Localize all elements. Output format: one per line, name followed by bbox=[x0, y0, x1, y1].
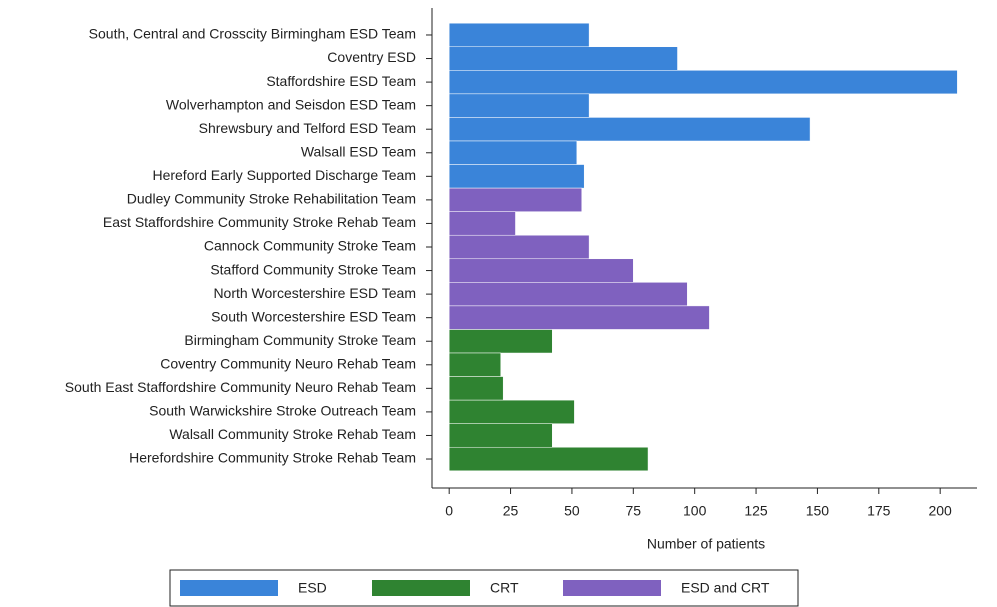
bar bbox=[448, 258, 634, 283]
y-tick-label: Cannock Community Stroke Team bbox=[204, 238, 416, 254]
y-tick-label: South Warwickshire Stroke Outreach Team bbox=[149, 403, 416, 419]
x-tick-label: 175 bbox=[867, 503, 891, 519]
x-tick-label: 150 bbox=[806, 503, 830, 519]
x-tick-label: 75 bbox=[626, 503, 642, 519]
legend-box bbox=[169, 569, 799, 607]
y-tick-label: East Staffordshire Community Stroke Reha… bbox=[103, 214, 416, 230]
y-tick-label: Wolverhampton and Seisdon ESD Team bbox=[166, 96, 416, 112]
x-axis-label: Number of patients bbox=[647, 536, 765, 552]
bar bbox=[448, 399, 575, 424]
y-tick-label: Walsall Community Stroke Rehab Team bbox=[169, 426, 416, 442]
x-tick-label: 0 bbox=[445, 503, 453, 519]
y-tick-label: South, Central and Crosscity Birmingham … bbox=[89, 26, 416, 42]
x-tick-label: 200 bbox=[928, 503, 952, 519]
x-tick-label: 25 bbox=[503, 503, 519, 519]
legend-label: CRT bbox=[490, 580, 519, 596]
bar bbox=[448, 352, 501, 377]
bar bbox=[448, 376, 504, 401]
y-tick-label: Walsall ESD Team bbox=[301, 143, 416, 159]
bar bbox=[448, 164, 585, 189]
bar bbox=[448, 22, 590, 48]
bar bbox=[448, 117, 811, 142]
y-tick-label: Shrewsbury and Telford ESD Team bbox=[199, 120, 416, 136]
legend-swatch bbox=[372, 580, 470, 596]
y-tick-label: Stafford Community Stroke Team bbox=[210, 261, 416, 277]
legend-label: ESD and CRT bbox=[681, 580, 770, 596]
y-tick-label: Hereford Early Supported Discharge Team bbox=[152, 167, 416, 183]
bar bbox=[448, 446, 649, 472]
bar bbox=[448, 329, 553, 354]
legend-label: ESD bbox=[298, 580, 327, 596]
y-tick-label: Coventry Community Neuro Rehab Team bbox=[160, 355, 416, 371]
y-tick-label: South East Staffordshire Community Neuro… bbox=[65, 379, 416, 395]
x-tick-label: 50 bbox=[564, 503, 580, 519]
y-tick-label: South Worcestershire ESD Team bbox=[211, 308, 416, 324]
bar bbox=[448, 93, 590, 118]
x-tick-label: 100 bbox=[683, 503, 707, 519]
y-tick-label: Birmingham Community Stroke Team bbox=[184, 332, 416, 348]
bar bbox=[448, 70, 958, 95]
bar bbox=[448, 234, 590, 260]
bar bbox=[448, 305, 710, 330]
bar bbox=[448, 187, 583, 212]
y-tick-label: Coventry ESD bbox=[327, 49, 416, 65]
legend-swatch bbox=[563, 580, 661, 596]
y-tick-label: North Worcestershire ESD Team bbox=[213, 285, 416, 301]
bar bbox=[448, 282, 688, 307]
y-tick-label: Herefordshire Community Stroke Rehab Tea… bbox=[129, 450, 416, 466]
bar bbox=[448, 211, 516, 236]
bar bbox=[448, 423, 553, 448]
legend-swatch bbox=[180, 580, 278, 596]
y-tick-label: Dudley Community Stroke Rehabilitation T… bbox=[127, 191, 416, 207]
bar bbox=[448, 46, 678, 71]
bar bbox=[448, 140, 578, 165]
x-tick-label: 125 bbox=[744, 503, 768, 519]
y-tick-label: Staffordshire ESD Team bbox=[266, 73, 416, 89]
